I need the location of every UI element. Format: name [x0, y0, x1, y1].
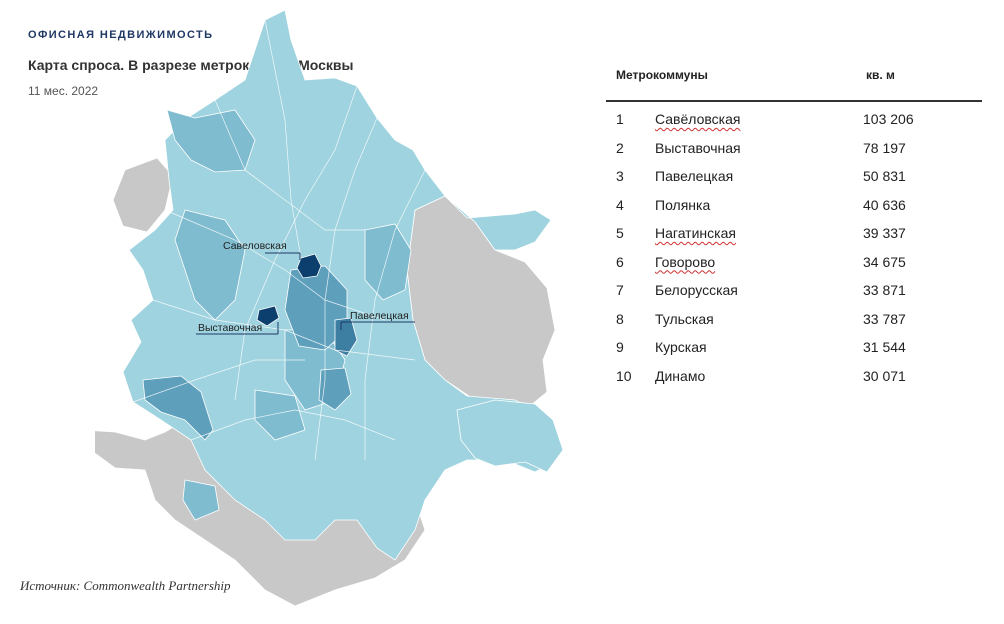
row-name: Курская [655, 339, 707, 355]
period-subtitle: 11 мес. 2022 [28, 84, 99, 98]
col-header-name: Метрокоммуны [616, 68, 708, 82]
moscow-demand-map: Савеловская Выставочная Павелецкая [95, 9, 564, 607]
row-value: 40 636 [863, 196, 906, 213]
row-name: Савёловская [655, 111, 741, 127]
label-paveletskaya: Павелецкая [350, 310, 409, 322]
row-value: 103 206 [863, 111, 914, 127]
row-rank: 4 [616, 196, 624, 213]
row-rank: 6 [616, 253, 624, 270]
row-rank: 9 [616, 339, 624, 355]
table-row: 2 Выставочная 78 197 [606, 134, 982, 163]
section-eyebrow: ОФИСНАЯ НЕДВИЖИМОСТЬ [28, 29, 214, 41]
row-value: 34 675 [863, 253, 906, 270]
district-vystavochnaya [256, 305, 280, 327]
district-borders [132, 19, 426, 461]
row-rank: 5 [616, 225, 624, 241]
district-sw-small [182, 479, 220, 521]
row-value: 50 831 [863, 168, 906, 184]
label-savelovskaya: Савеловская [223, 240, 287, 252]
col-header-value: кв. м [866, 68, 895, 82]
table-row: 8 Тульская 33 787 [606, 305, 982, 334]
row-name: Динамо [655, 367, 706, 384]
district-ne [364, 223, 412, 301]
table-row: 9 Курская 31 544 [606, 333, 982, 362]
district-s [254, 389, 306, 441]
district-nagatinskaya [318, 367, 352, 411]
row-rank: 3 [616, 168, 624, 184]
east-lobe [456, 399, 564, 473]
table-row: 6 Говорово 34 675 [606, 248, 982, 277]
table-row: 1 Савёловская 103 206 [606, 105, 982, 134]
source-note: Источник: Commonwealth Partnership [20, 578, 231, 593]
table-row: 4 Полянка 40 636 [606, 191, 982, 220]
outer-region-west [112, 157, 174, 233]
row-value: 78 197 [863, 139, 906, 156]
row-rank: 10 [616, 367, 632, 384]
row-name: Тульская [655, 310, 714, 327]
row-name: Белорусская [655, 282, 738, 298]
table-header: Метрокоммуны кв. м [606, 60, 982, 102]
label-vystavochnaya: Выставочная [198, 322, 262, 334]
row-name: Полянка [655, 196, 711, 213]
district-savelovskaya [296, 253, 322, 279]
row-name: Нагатинская [655, 225, 736, 241]
table-row: 7 Белорусская 33 871 [606, 276, 982, 305]
row-rank: 8 [616, 310, 624, 327]
row-name: Павелецкая [655, 168, 734, 184]
row-value: 31 544 [863, 339, 906, 355]
table-row: 5 Нагатинская 39 337 [606, 219, 982, 248]
row-name: Выставочная [655, 139, 741, 156]
row-value: 39 337 [863, 225, 906, 241]
ranking-table: Метрокоммуны кв. м 1 Савёловская 103 206 2 В… [606, 60, 982, 390]
row-value: 30 071 [863, 367, 906, 384]
table-row: 10 Динамо 30 071 [606, 362, 982, 391]
row-name: Говорово [655, 253, 716, 270]
row-rank: 2 [616, 139, 624, 156]
table-row: 3 Павелецкая 50 831 [606, 162, 982, 191]
row-rank: 7 [616, 282, 624, 298]
row-rank: 1 [616, 111, 624, 127]
row-value: 33 871 [863, 282, 906, 298]
row-value: 33 787 [863, 310, 906, 327]
